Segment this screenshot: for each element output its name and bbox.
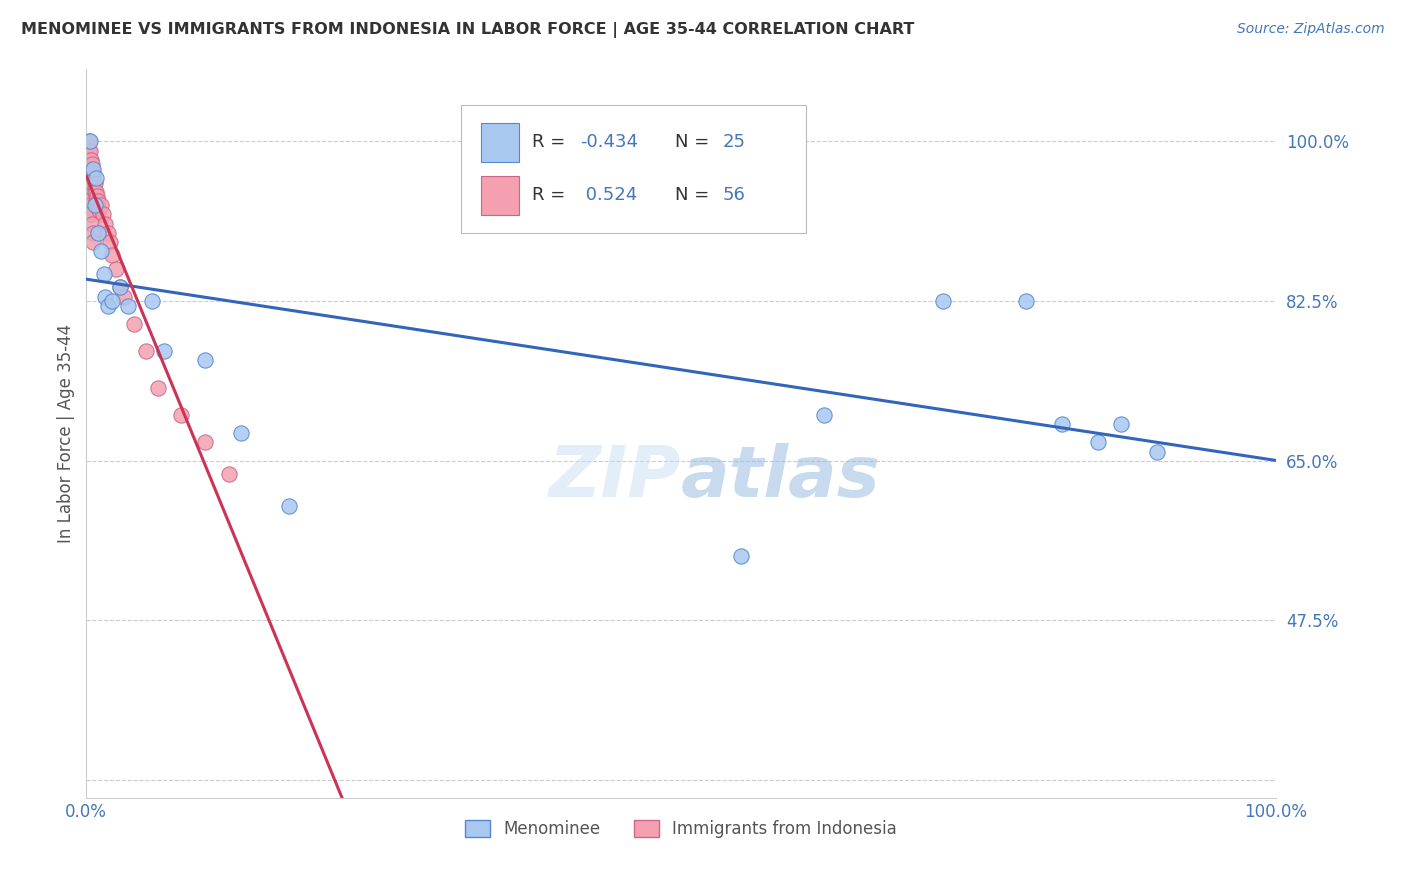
Point — [108, 280, 131, 294]
Text: R =: R = — [533, 134, 571, 152]
Point — [79, 135, 101, 149]
Point — [170, 408, 193, 422]
Point — [146, 381, 169, 395]
Point — [77, 171, 100, 186]
Point — [89, 202, 111, 217]
Point — [94, 217, 117, 231]
Text: ZIP: ZIP — [548, 442, 681, 512]
Point — [86, 189, 108, 203]
Point — [108, 280, 131, 294]
Point — [229, 426, 252, 441]
Point — [82, 166, 104, 180]
Point — [117, 299, 139, 313]
Point — [77, 180, 100, 194]
Point — [77, 161, 100, 176]
Point — [112, 289, 135, 303]
Point — [730, 549, 752, 564]
Point — [82, 235, 104, 249]
Point — [1050, 417, 1073, 432]
Y-axis label: In Labor Force | Age 35-44: In Labor Force | Age 35-44 — [58, 324, 75, 543]
Point — [77, 189, 100, 203]
Point — [79, 198, 101, 212]
Point — [105, 262, 128, 277]
Text: atlas: atlas — [681, 442, 882, 512]
Point — [87, 226, 110, 240]
Point — [91, 207, 114, 221]
Point — [87, 194, 110, 208]
Point — [77, 153, 100, 167]
Point — [932, 294, 955, 309]
Point — [79, 180, 101, 194]
Point — [93, 267, 115, 281]
Text: MENOMINEE VS IMMIGRANTS FROM INDONESIA IN LABOR FORCE | AGE 35-44 CORRELATION CH: MENOMINEE VS IMMIGRANTS FROM INDONESIA I… — [21, 22, 914, 38]
Point — [82, 176, 104, 190]
Point — [79, 161, 101, 176]
Point — [77, 144, 100, 158]
Point — [1087, 435, 1109, 450]
Legend: Menominee, Immigrants from Indonesia: Menominee, Immigrants from Indonesia — [458, 813, 904, 845]
Point — [84, 171, 107, 186]
Point — [79, 153, 101, 167]
Point — [97, 226, 120, 240]
Point — [90, 244, 112, 258]
Point — [82, 161, 104, 176]
Point — [77, 194, 100, 208]
Point — [84, 185, 107, 199]
Point — [80, 161, 103, 176]
Point — [194, 435, 217, 450]
Text: Source: ZipAtlas.com: Source: ZipAtlas.com — [1237, 22, 1385, 37]
Point — [83, 176, 105, 190]
Point — [98, 235, 121, 249]
Point — [90, 198, 112, 212]
FancyBboxPatch shape — [481, 176, 519, 215]
Point — [76, 148, 98, 162]
Text: N =: N = — [675, 186, 716, 204]
Point — [82, 176, 104, 190]
Point — [218, 467, 240, 482]
Point — [97, 299, 120, 313]
Point — [141, 294, 163, 309]
Point — [82, 217, 104, 231]
Point — [82, 166, 104, 180]
Point — [79, 171, 101, 186]
FancyBboxPatch shape — [461, 105, 806, 233]
FancyBboxPatch shape — [481, 123, 519, 161]
Point — [277, 500, 299, 514]
Text: -0.434: -0.434 — [581, 134, 638, 152]
Point — [101, 248, 124, 262]
Point — [76, 176, 98, 190]
Point — [94, 289, 117, 303]
Point — [83, 198, 105, 212]
Point — [152, 344, 174, 359]
Point — [79, 144, 101, 158]
Point — [77, 202, 100, 217]
Point — [84, 194, 107, 208]
Point — [83, 185, 105, 199]
Text: 56: 56 — [723, 186, 745, 204]
Point — [76, 166, 98, 180]
Point — [86, 198, 108, 212]
Point — [194, 353, 217, 368]
Point — [79, 207, 101, 221]
Text: 25: 25 — [723, 134, 745, 152]
Text: N =: N = — [675, 134, 716, 152]
Point — [122, 317, 145, 331]
Text: 0.524: 0.524 — [581, 186, 637, 204]
Point — [813, 408, 835, 422]
Point — [80, 171, 103, 186]
Point — [82, 226, 104, 240]
Point — [76, 157, 98, 171]
Point — [80, 153, 103, 167]
Point — [1111, 417, 1133, 432]
Point — [1015, 294, 1038, 309]
Point — [80, 207, 103, 221]
Text: R =: R = — [533, 186, 571, 204]
Point — [1146, 444, 1168, 458]
Point — [80, 180, 103, 194]
Point — [77, 135, 100, 149]
Point — [135, 344, 157, 359]
Point — [82, 157, 104, 171]
Point — [101, 294, 124, 309]
